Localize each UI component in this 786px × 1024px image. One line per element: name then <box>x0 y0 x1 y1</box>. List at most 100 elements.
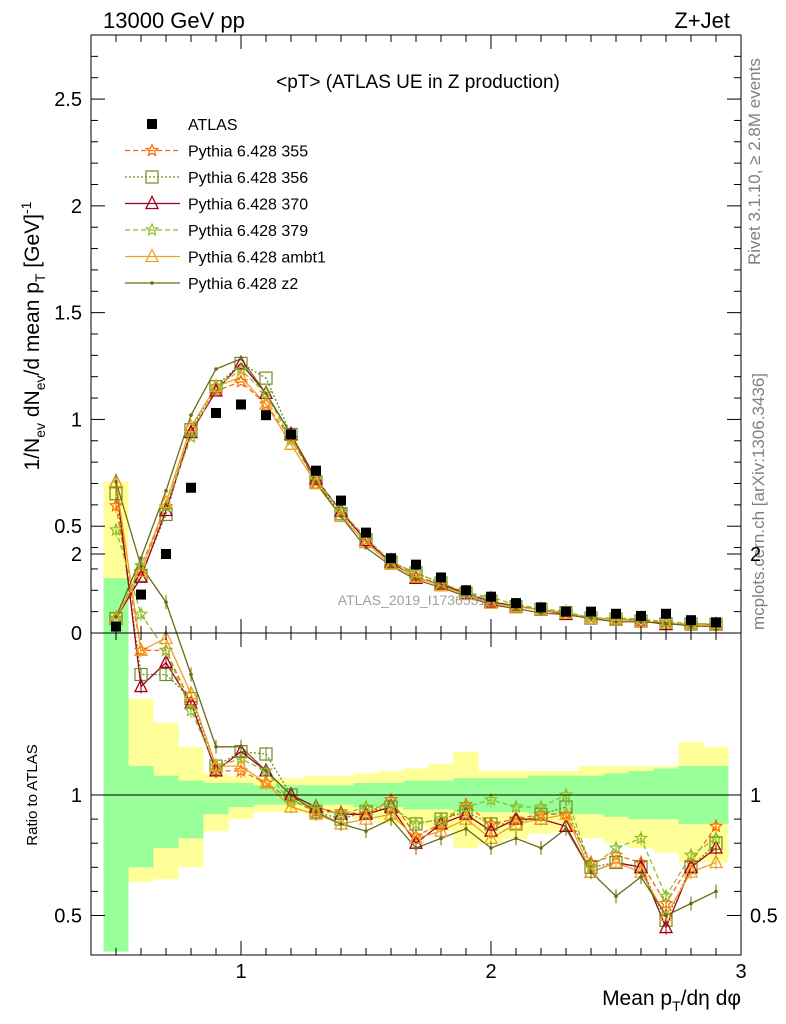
series-marker-main <box>183 418 199 433</box>
series-marker-ratio <box>233 757 249 772</box>
data-point <box>161 548 171 559</box>
legend-marker <box>144 142 160 157</box>
series-marker-main <box>258 396 274 411</box>
y-tick-label: 1 <box>71 409 82 431</box>
series-marker-main <box>184 423 198 437</box>
series-line-main-0 <box>115 380 717 625</box>
series-marker-main <box>308 475 324 490</box>
data-point <box>286 429 296 440</box>
series-marker-ratio <box>258 774 274 789</box>
legend-marker <box>144 195 160 210</box>
series-marker-ratio <box>483 792 499 806</box>
series-marker-ratio <box>558 805 574 820</box>
y-tick-label: 1.5 <box>54 303 82 325</box>
series-marker-ratio <box>314 810 318 814</box>
ratio-y-tick-label-right: 2 <box>750 544 761 566</box>
series-marker-main <box>389 563 393 568</box>
series-marker-ratio <box>133 678 149 693</box>
series-marker-ratio <box>508 815 524 830</box>
series-marker-ratio <box>539 846 543 850</box>
series-line-main-5 <box>115 358 717 628</box>
series-line-ratio-2 <box>115 481 717 930</box>
chart-title: <pT> (ATLAS UE in Z production) <box>276 72 560 93</box>
series-marker-ratio <box>589 870 593 874</box>
data-point <box>486 591 496 602</box>
series-marker-ratio <box>259 747 273 761</box>
series-marker-ratio <box>639 875 643 879</box>
ratio-y-tick-label-right: 1 <box>750 785 761 807</box>
series-marker-ratio <box>389 817 393 821</box>
x-axis-label: Mean pT/dη dφ <box>602 987 741 1014</box>
data-point <box>661 608 671 619</box>
y-tick-label: 2.5 <box>54 89 82 111</box>
data-point <box>436 572 446 583</box>
series-marker-ratio <box>508 799 524 814</box>
series-line-main-4 <box>115 376 717 626</box>
series-marker-ratio <box>433 811 449 826</box>
band-inner <box>153 775 179 849</box>
legend-marker <box>147 119 157 129</box>
legend-marker <box>144 222 160 237</box>
series-marker-ratio <box>264 769 268 773</box>
data-point <box>336 495 346 506</box>
series-marker-ratio <box>708 839 724 854</box>
series-marker-ratio <box>339 822 343 826</box>
legend-label: Pythia 6.428 355 <box>188 144 308 161</box>
series-marker-main <box>214 367 218 371</box>
series-marker-main <box>339 514 343 519</box>
series-marker-ratio <box>489 846 493 850</box>
series-marker-ratio <box>533 799 549 814</box>
series-marker-main <box>189 413 193 417</box>
legend-marker <box>145 170 159 184</box>
series-marker-ratio <box>164 600 168 604</box>
ratio-y-tick-label: 1 <box>71 785 82 807</box>
data-point <box>536 602 546 613</box>
data-point <box>711 617 721 628</box>
series-marker-ratio <box>514 836 518 841</box>
series-marker-ratio <box>208 757 224 772</box>
data-point <box>261 410 271 421</box>
series-marker-ratio <box>108 522 124 537</box>
legend-label: Pythia 6.428 379 <box>188 223 308 240</box>
y-tick-label: 0.5 <box>54 516 82 538</box>
series-marker-ratio <box>189 672 193 677</box>
series-marker-ratio <box>708 854 724 869</box>
series-marker-ratio <box>358 810 374 825</box>
series-marker-main <box>614 620 618 624</box>
series-marker-ratio <box>533 810 549 825</box>
data-point <box>136 589 146 600</box>
series-marker-main <box>233 362 249 377</box>
series-marker-ratio <box>158 642 174 657</box>
ratio-axis-label: Ratio to ATLAS <box>24 744 41 845</box>
band-inner <box>128 766 154 868</box>
series-marker-main <box>259 371 273 385</box>
series-line-ratio-1 <box>115 493 717 922</box>
series-marker-main <box>489 602 493 607</box>
band-inner <box>103 578 129 952</box>
series-marker-main <box>333 508 349 523</box>
series-marker-ratio <box>564 826 568 831</box>
series-marker-ratio <box>133 641 149 657</box>
series-marker-ratio <box>158 653 174 669</box>
series-marker-main <box>408 565 424 579</box>
legend: ATLAS Pythia 6.428 355 Pythia 6.428 356 Pyt… <box>125 117 326 293</box>
y-tick-label: 0 <box>71 623 82 645</box>
x-tick-label: 1 <box>235 961 246 983</box>
series-marker-main <box>589 616 593 621</box>
series-marker-ratio <box>439 836 443 841</box>
series-marker-ratio <box>239 745 243 749</box>
series-marker-main <box>239 356 243 361</box>
y-axis-label: 1/Nev dNev/d mean pT [GeV]-1 <box>18 201 48 470</box>
series-marker-main <box>158 494 174 509</box>
series-marker-main <box>139 556 143 560</box>
process-label: Z+Jet <box>674 8 730 33</box>
series-marker-main <box>233 368 249 383</box>
series-marker-ratio <box>108 498 124 512</box>
legend-label: Pythia 6.428 z2 <box>188 276 298 293</box>
series-marker-ratio <box>358 799 374 814</box>
band-inner <box>178 780 204 839</box>
series-marker-main <box>114 615 118 619</box>
series-marker-ratio <box>464 826 468 831</box>
data-point <box>411 559 421 570</box>
